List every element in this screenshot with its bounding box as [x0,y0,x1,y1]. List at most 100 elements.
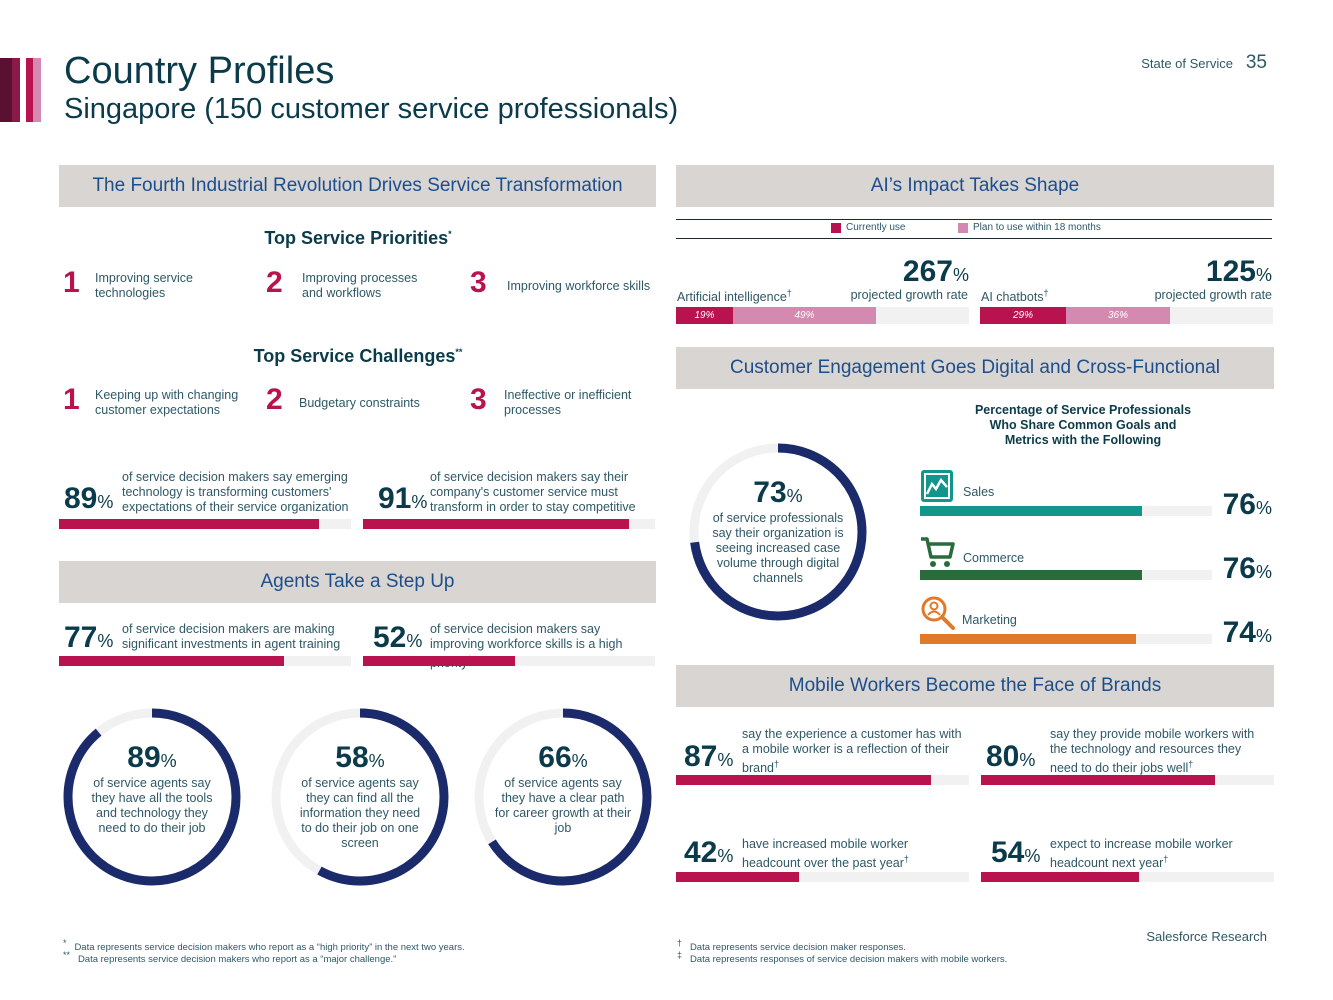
stat-number: 80% [986,740,1036,773]
section-fourth-revolution-heading: The Fourth Industrial Revolution Drives … [59,165,656,207]
header-stripe-5 [33,58,41,122]
stat-bar [59,519,351,529]
header-stripe-1 [0,58,12,122]
stat-bar [676,872,969,882]
header-stripe-2 [12,58,20,122]
ai-seg-plan: 49% [733,307,876,324]
ring-arc [271,708,449,886]
stat-number: 77% [64,621,114,654]
bar-track [920,570,1212,580]
ai-growth-text: projected growth rate [850,288,968,302]
stat-bar-fill [363,519,629,529]
stat-number: 87% [684,740,734,773]
ai-seg-current: 19% [676,307,733,324]
ring-svg [474,708,652,886]
priority-text-3: Improving workforce skills [507,279,651,293]
stat-text: say they provide mobile workers with the… [1050,727,1255,776]
footnote: ‡ Data represents responses of service d… [677,950,1008,966]
stat-number: 54% [991,836,1041,869]
ring-text: of service agents say they have a clear … [494,776,632,835]
ring-text: of service agents say they can find all … [299,776,421,850]
challenge-rank-3: 3 [470,383,487,416]
bar-track [920,506,1212,516]
ring-number: 73% [753,476,803,509]
stat-bar-fill [676,775,931,785]
stat-text: of service decision makers say emerging … [122,470,349,514]
ring-svg [689,443,867,621]
header-stripe-3 [20,58,26,122]
stat-text: have increased mobile worker headcount o… [742,837,909,871]
engagement-bar-chart: Sales 76% Commerce 76% Marketing 74% [918,466,1274,656]
stat-number: 42% [684,836,734,869]
bar-category-label: Commerce [963,551,1025,565]
stat-number: 52% [373,621,423,654]
legend-swatch-plan [958,222,968,233]
legend-rule-top [676,219,1272,220]
ai-label: Artificial intelligence† [677,288,792,305]
priority-rank-2: 2 [266,266,283,299]
ring-svg [63,708,241,886]
ring-chart: 73% of service professionals say their o… [686,440,870,624]
challenge-rank-1: 1 [63,383,80,416]
bar-fill [920,634,1137,644]
stat-bar-fill [981,775,1216,785]
page-title: Country Profiles [64,50,335,92]
ai-label: AI chatbots† [981,288,1049,305]
ring-arc [689,443,867,621]
legend-plan: Plan to use within 18 months [958,222,1101,233]
stat-bar [676,775,969,785]
ring-arc [63,708,241,886]
ai-seg-plan: 36% [1066,307,1170,324]
stat-text: say the experience a customer has with a… [742,727,962,776]
stat-bar [981,775,1274,785]
magnifier-icon [920,595,956,631]
bar-fill [920,570,1142,580]
ring-chart: 89% of service agents say they have all … [60,705,244,889]
ai-growth-text: projected growth rate [1154,288,1272,302]
bar-value-label: 74% [1222,616,1272,649]
stat-number: 89% [64,482,114,515]
stat-bar [59,656,351,666]
stat-bar [981,872,1274,882]
legend-current: Currently use [831,222,905,233]
page-subtitle: Singapore (150 customer service professi… [64,93,679,125]
cart-icon-svg [921,537,955,567]
ring-arc [474,708,652,886]
section-mobile-heading: Mobile Workers Become the Face of Brands [676,665,1274,707]
priority-text-1: Improving service technologies [95,271,193,300]
stat-bar-fill [981,872,1140,882]
bar-track [920,634,1212,644]
legend-swatch-current [831,222,841,233]
priority-text-2: Improving processes and workflows [302,271,418,300]
section-engagement-heading: Customer Engagement Goes Digital and Cro… [676,347,1274,389]
bar-category-label: Sales [963,485,995,499]
stat-text: of service decision makers say their com… [430,470,636,514]
stat-bar-fill [676,872,800,882]
ai-growth-number: 125% [1205,255,1272,288]
legend-rule-bottom [676,238,1272,239]
stat-bar-fill [363,656,515,666]
bar-category-label: Marketing [962,613,1017,627]
ring-svg [271,708,449,886]
stat-bar [363,656,655,666]
priority-rank-1: 1 [63,266,80,299]
bar-fill [920,506,1142,516]
challenge-rank-2: 2 [266,383,283,416]
bar-value-label: 76% [1222,552,1272,585]
chart-icon-svg [921,470,953,502]
stat-bar [363,519,655,529]
chart-icon [920,469,954,503]
magnifier-icon-svg [921,596,955,630]
ring-text: of service agents say they have all the … [91,776,213,835]
chart-caption: Percentage of Service Professionals Who … [974,403,1192,447]
footnote: * Data represents service decision maker… [63,938,465,954]
challenge-text-1: Keeping up with changing customer expect… [95,388,239,417]
challenge-text-2: Budgetary constraints [299,396,420,410]
brand-label: Salesforce Research [1146,929,1267,944]
page-number: 35 [1245,52,1267,73]
ai-seg-current: 29% [980,307,1066,324]
stat-bar-fill [59,519,319,529]
section-agents-heading: Agents Take a Step Up [59,561,656,603]
cart-icon [920,535,956,569]
ring-number: 89% [127,741,177,774]
